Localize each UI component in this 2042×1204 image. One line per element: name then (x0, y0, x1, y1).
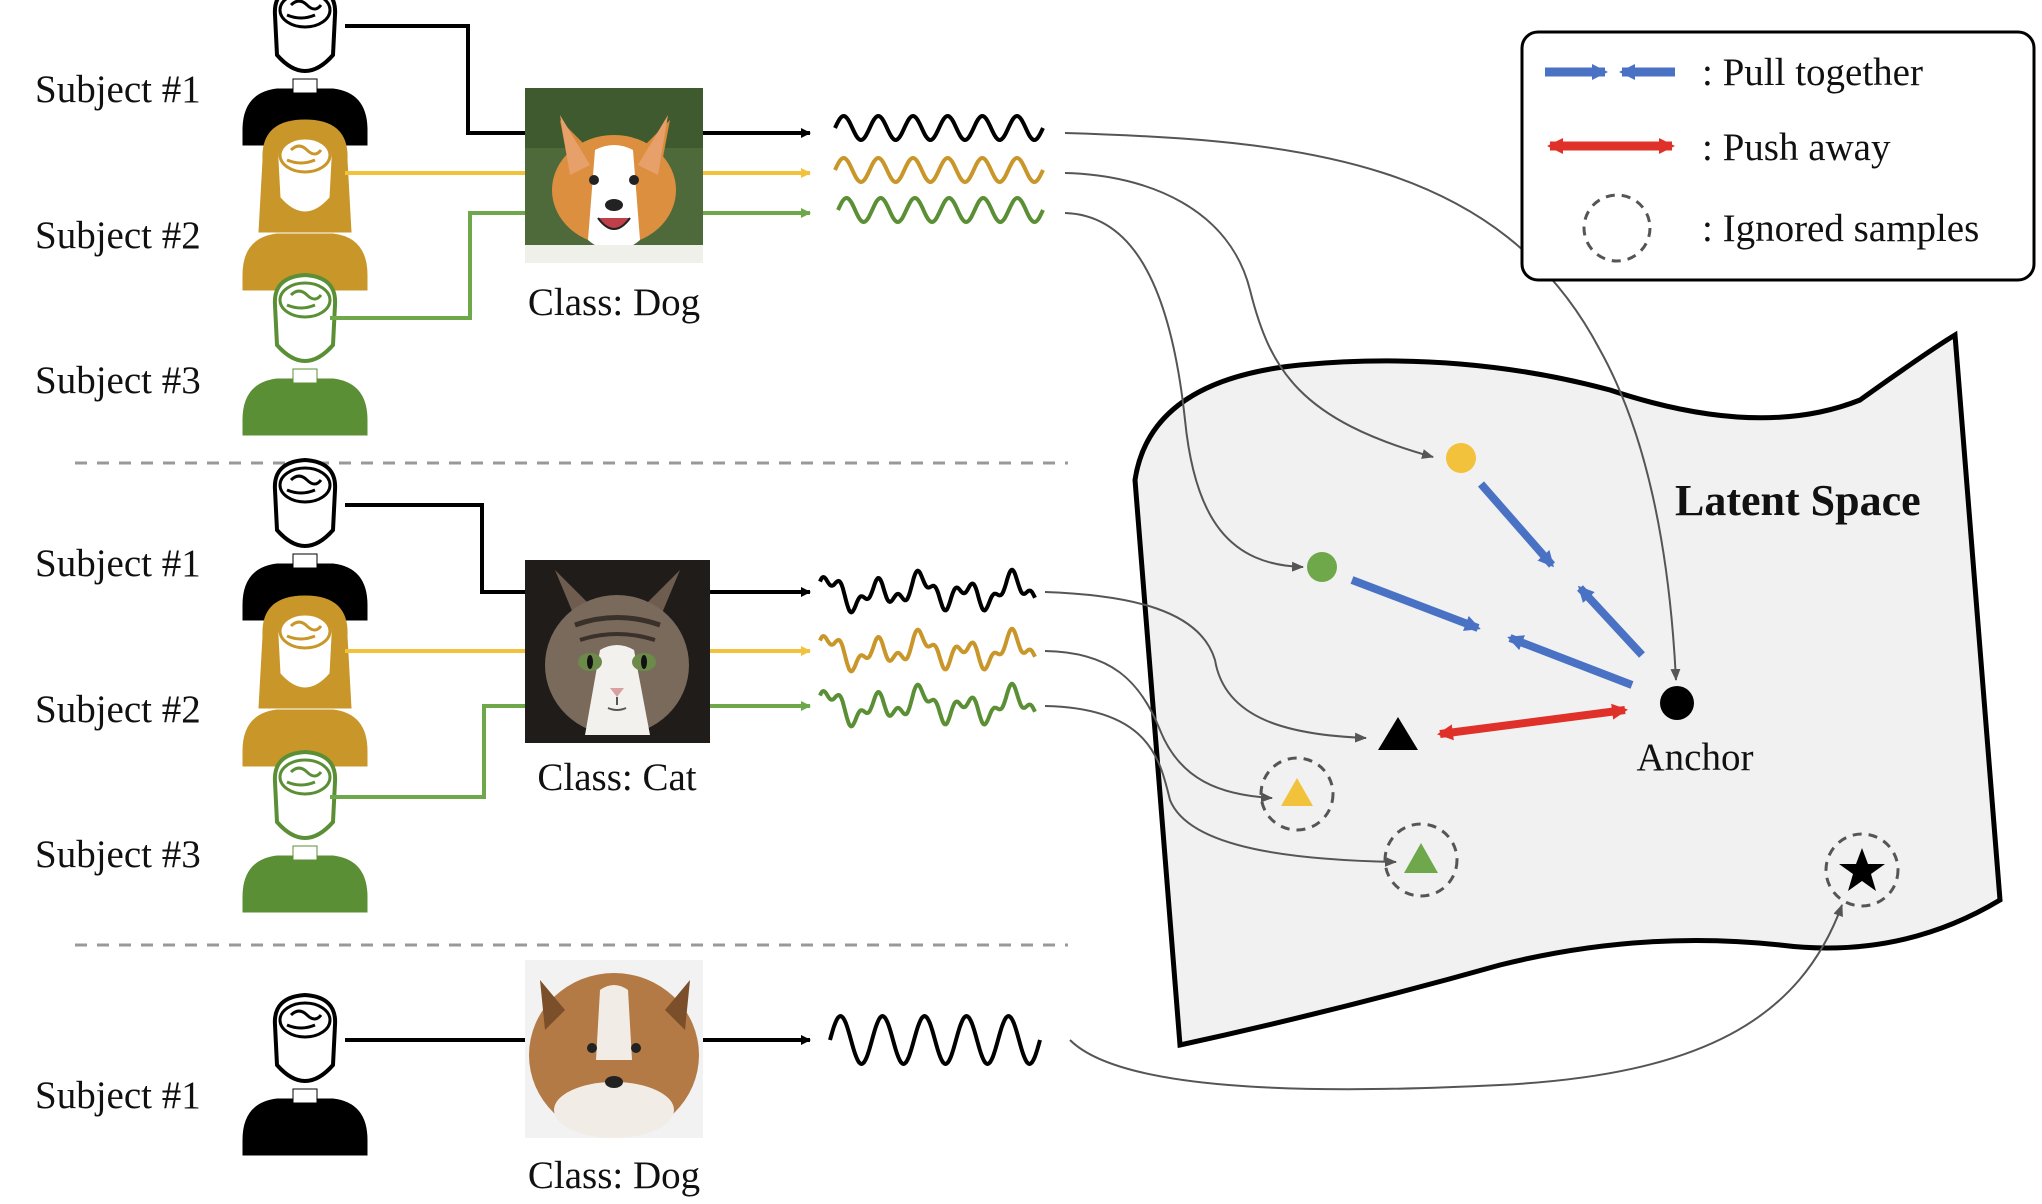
yellow-cat-embedding (1281, 778, 1313, 806)
ignored-sample-ring (1383, 822, 1459, 898)
green-dog-embedding (1307, 552, 1337, 582)
embedding-connector (1044, 650, 1273, 803)
latent-space-sheet (1132, 330, 2003, 1049)
anchor-point (1660, 686, 1694, 720)
subject-label: Subject #2 (35, 688, 201, 731)
embedding-connector (1064, 212, 1304, 572)
subject-label: Subject #3 (35, 359, 201, 402)
subject-connector (330, 211, 525, 320)
eeg-signals (818, 114, 1045, 1066)
legend-ignored-label: : Ignored samples (1702, 207, 1979, 250)
sheltie-photo (525, 960, 703, 1138)
subject-label: Subject #1 (35, 542, 201, 585)
brain-icon (278, 758, 332, 796)
corgi-photo (525, 88, 703, 263)
legend: : Pull together : Push away : Ignored sa… (1520, 30, 2036, 282)
embedding-connector (1044, 705, 1397, 867)
class-label: Class: Dog (528, 1154, 700, 1197)
subject-connector (345, 503, 525, 594)
subject-label: Subject #1 (35, 68, 201, 111)
embedding-connector (1069, 904, 1843, 1091)
pull-arrow (1577, 585, 1645, 658)
yellow-dog-embedding (1446, 443, 1476, 473)
class-label: Class: Dog (528, 281, 700, 324)
brain-icon (278, 612, 332, 650)
eeg-waveform (818, 626, 1037, 674)
person-icon (242, 119, 368, 291)
person-icon (241, 993, 369, 1157)
ignored-sample-ring (1259, 756, 1335, 832)
embedding-connector (1064, 172, 1434, 459)
eeg-waveform (828, 1014, 1042, 1066)
latent-space-title: Latent Space (1675, 476, 1921, 525)
eeg-waveform (833, 114, 1045, 142)
star-embedding (1839, 848, 1885, 891)
person-icon (241, 0, 369, 147)
eeg-waveform (833, 156, 1045, 184)
anchor-label: Anchor (1637, 736, 1754, 779)
eeg-waveform (836, 196, 1045, 224)
brain-icon (278, 136, 332, 174)
pull-arrow (1507, 634, 1634, 689)
embedding-connector (1064, 132, 1681, 681)
subject-label: Subject #3 (35, 833, 201, 876)
person-icon (242, 595, 368, 767)
subject-label: Subject #2 (35, 214, 201, 257)
class-label: Class: Cat (537, 756, 696, 799)
subject-connector (330, 704, 525, 799)
brain-icon (278, 0, 332, 29)
push-arrow (1437, 703, 1628, 741)
brain-icon (278, 1001, 332, 1039)
black-cat-embedding (1378, 717, 1418, 750)
brain-icon (278, 281, 332, 319)
ignored-legend-icon (1582, 193, 1652, 263)
person-icon (241, 750, 369, 914)
tabby-cat-photo (525, 560, 710, 743)
pull-arrow (1350, 576, 1481, 632)
embedding-connector (1044, 591, 1367, 743)
person-icon (241, 273, 369, 437)
person-icon (241, 458, 369, 622)
legend-pull-label: : Pull together (1702, 51, 1923, 94)
eeg-waveform (818, 567, 1037, 615)
subject-connector (345, 24, 525, 135)
pull-arrow (1477, 481, 1556, 568)
brain-icon (278, 466, 332, 504)
green-cat-embedding (1404, 843, 1438, 873)
legend-push-label: : Push away (1702, 126, 1891, 169)
eeg-waveform (818, 681, 1037, 729)
ignored-sample-ring (1824, 832, 1900, 908)
subject-label: Subject #1 (35, 1074, 201, 1117)
